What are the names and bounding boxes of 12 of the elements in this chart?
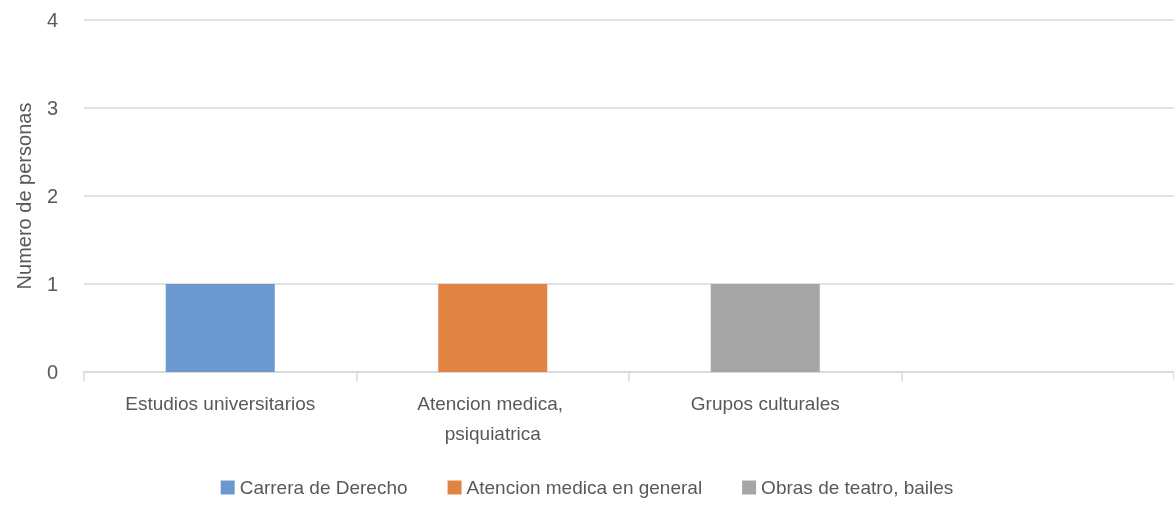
legend-label: Atencion medica en general [466,477,703,498]
x-tick-label: Grupos culturales [690,392,840,414]
y-tick-label: 2 [46,185,58,207]
y-tick-label: 3 [46,97,58,119]
y-tick-label: 1 [46,273,58,295]
legend-label: Carrera de Derecho [239,477,408,498]
y-tick-label: 4 [46,9,58,31]
y-tick-label: 0 [46,361,58,383]
x-tick-label: Estudios universitarios [125,392,316,414]
y-axis-title: Numero de personas [13,102,35,290]
x-tick-label: Atencion medica, psiquiatrica [417,392,569,444]
legend-label: Obras de teatro, bailes [761,477,954,498]
